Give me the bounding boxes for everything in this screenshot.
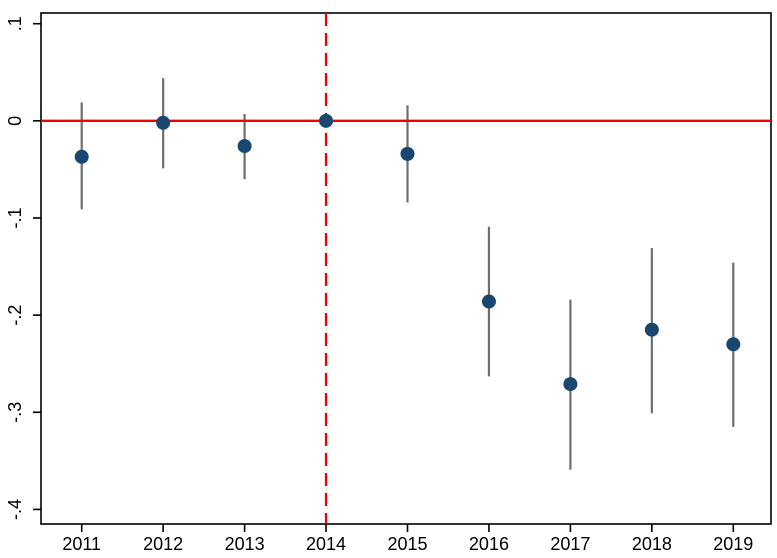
coefficient-marker — [644, 322, 659, 337]
y-tick-label: -.4 — [5, 499, 25, 520]
x-tick-label: 2012 — [143, 534, 183, 554]
plot-frame — [40, 12, 772, 525]
coefficient-marker — [563, 377, 578, 392]
coefficient-marker — [319, 113, 334, 128]
coefficient-marker — [74, 149, 89, 164]
coefficient-marker — [400, 146, 415, 161]
y-tick-label: -.1 — [5, 207, 25, 228]
x-tick-label: 2011 — [62, 534, 101, 554]
y-tick-label: -.2 — [5, 305, 25, 326]
x-tick-label: 2016 — [469, 534, 509, 554]
x-tick-label: 2013 — [225, 534, 265, 554]
coefficient-marker — [156, 115, 171, 130]
y-tick-label: -.3 — [5, 402, 25, 423]
y-tick-label: .1 — [5, 16, 25, 31]
coefficient-marker — [726, 337, 741, 352]
y-tick-label: 0 — [5, 116, 25, 126]
coefficient-marker — [481, 294, 496, 309]
coefficient-marker — [237, 139, 252, 154]
x-tick-label: 2017 — [550, 534, 590, 554]
x-tick-label: 2014 — [306, 534, 346, 554]
x-tick-label: 2018 — [632, 534, 672, 554]
x-tick-label: 2019 — [713, 534, 753, 554]
x-tick-label: 2015 — [387, 534, 427, 554]
